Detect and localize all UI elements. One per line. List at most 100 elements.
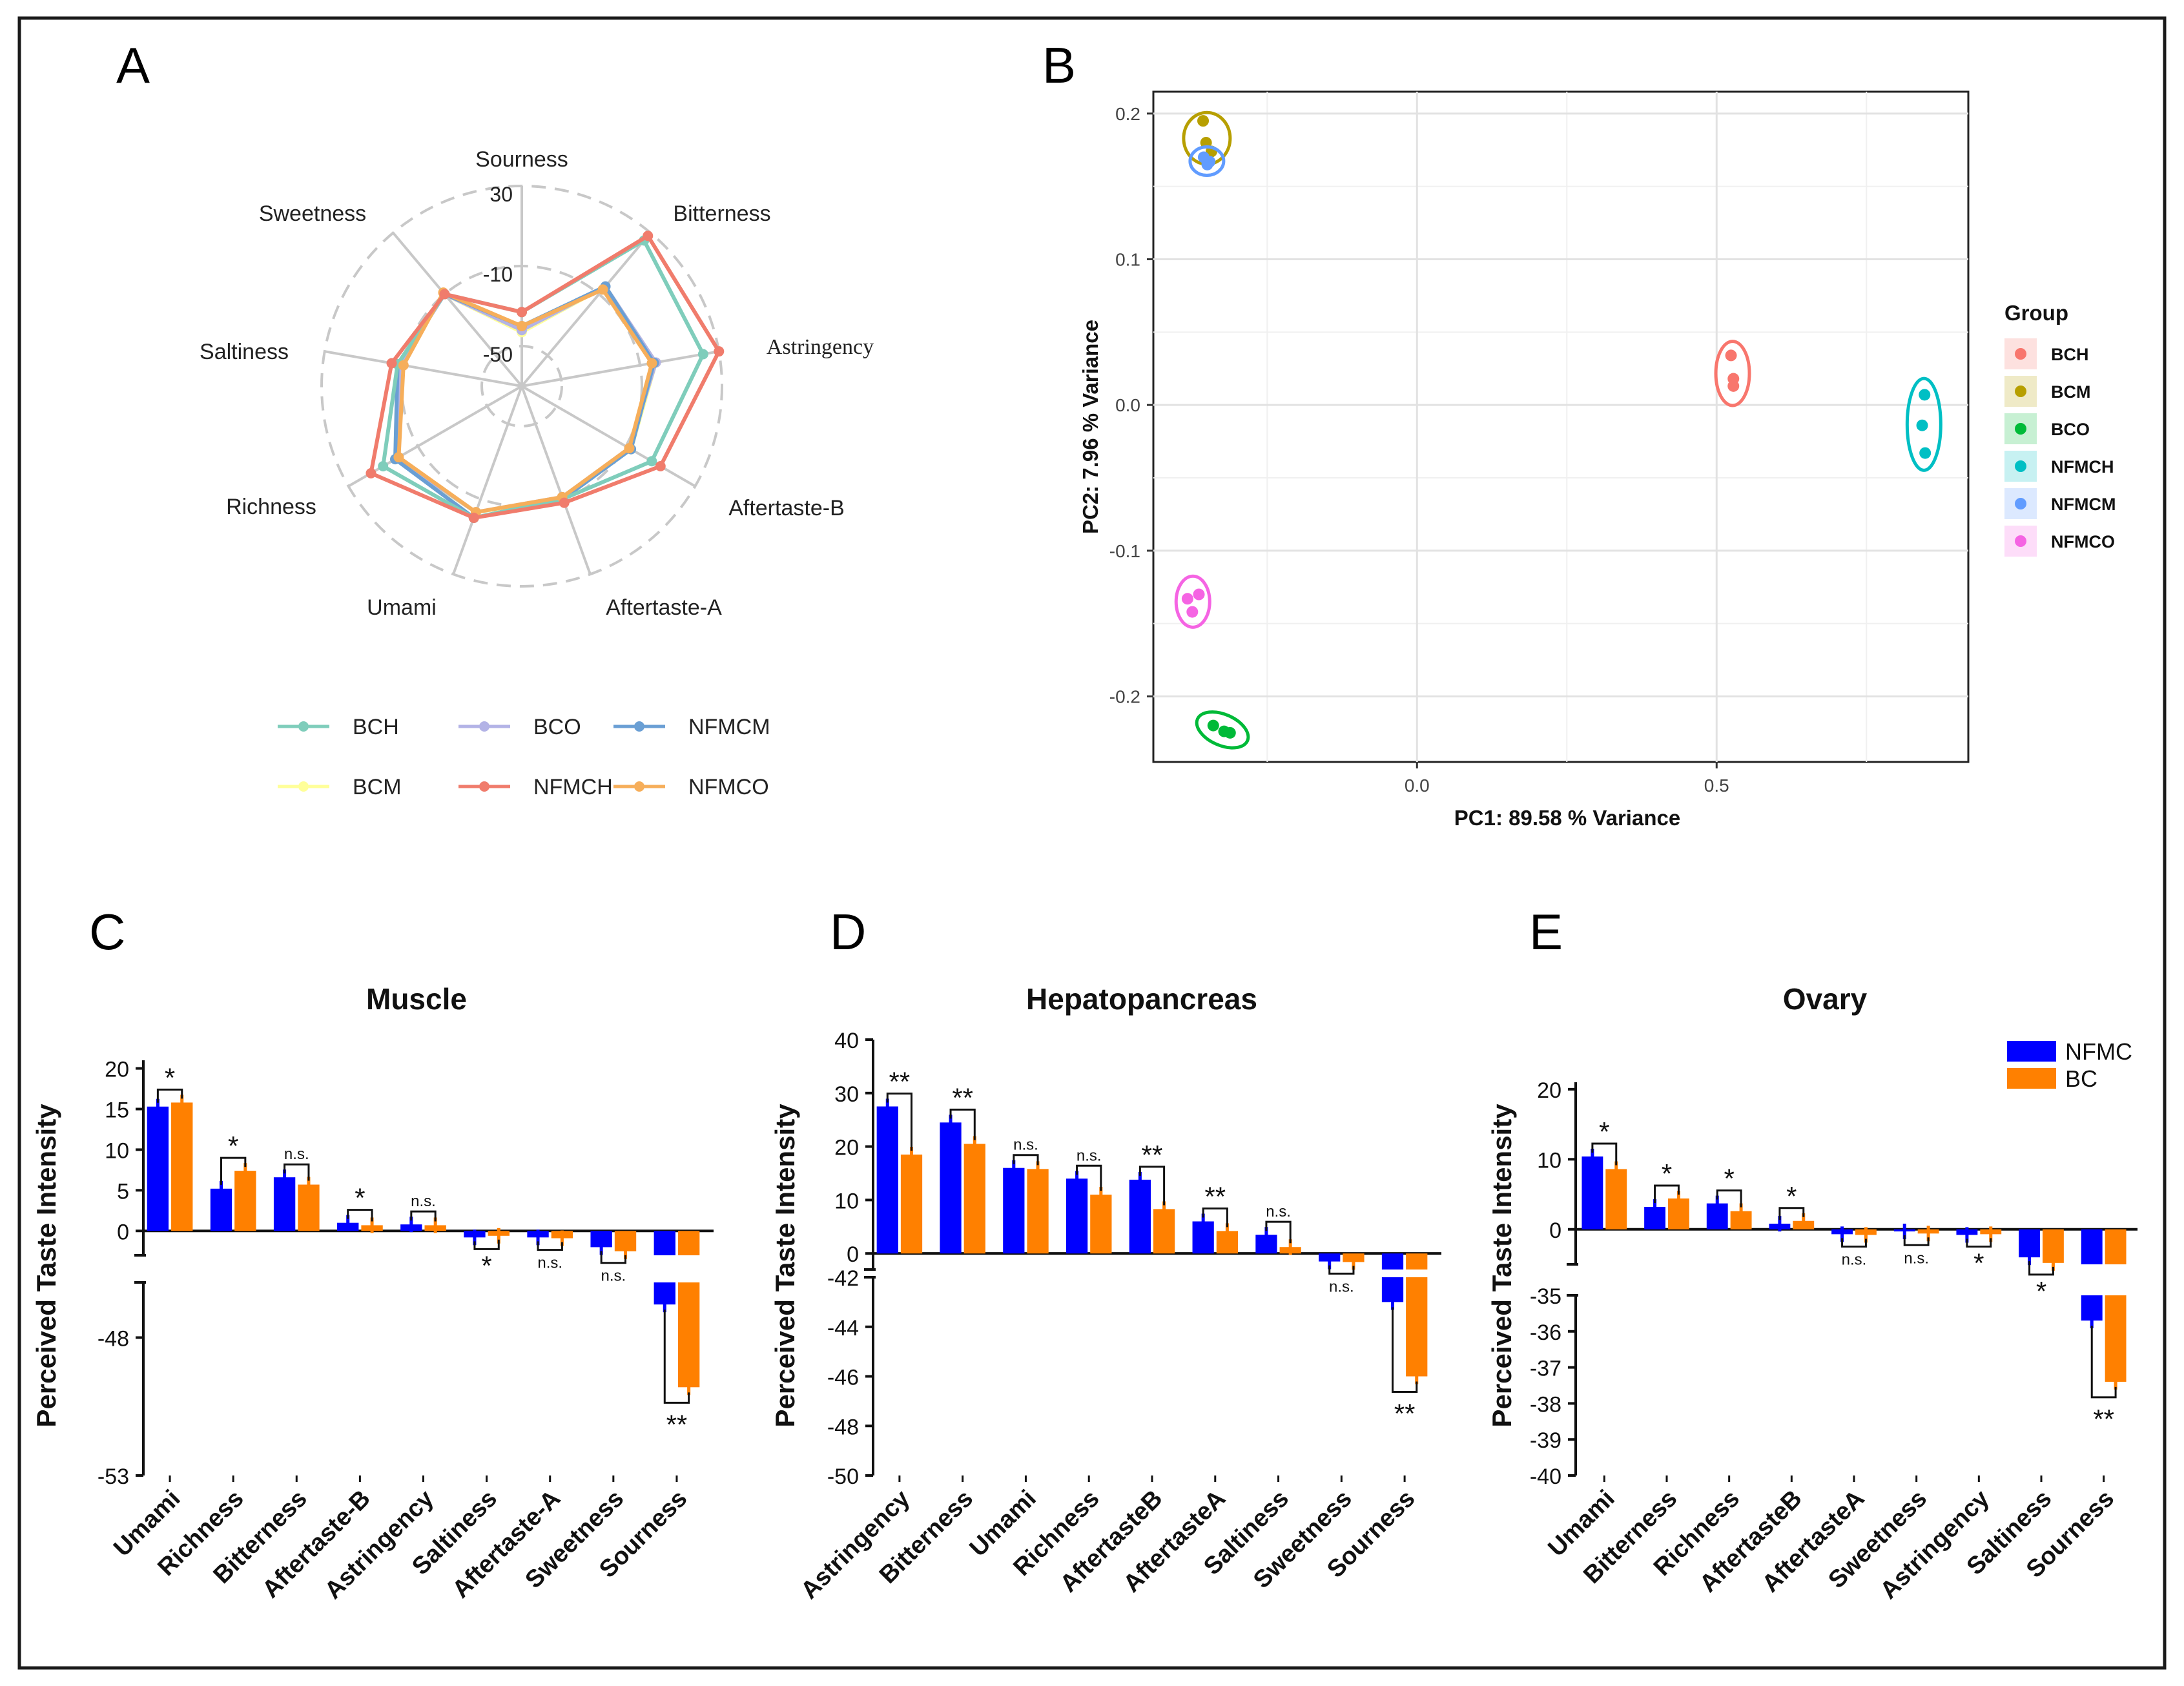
legend-swatch-nfmc [2007,1041,2056,1062]
significance-label: ** [1394,1399,1416,1429]
radar-point-nfmco [393,452,404,463]
y-tick-label: -48 [827,1415,859,1439]
pca-point-bcm [1197,115,1210,127]
radar-axis-label-richness: Richness [226,495,316,519]
pca-point-bco [1224,726,1236,739]
bar-bc-sourness-upper [677,1231,700,1255]
radar-ring-label: 30 [489,183,513,206]
panel-label-c: C [89,903,125,960]
y-tick-label: 10 [105,1138,129,1163]
legend-label-nfmcm: NFMCM [2051,495,2116,514]
significance-label: n.s. [1329,1278,1354,1295]
radar-point-nfmch [439,289,450,300]
significance-bracket [1716,1189,1742,1208]
significance-label: * [165,1062,175,1093]
significance-label: n.s. [1904,1249,1929,1267]
bar-bc-richness [1090,1195,1112,1254]
bar-nfmc-bitterness [940,1122,962,1254]
pca-plot-area [1152,90,1970,763]
radar-ring-label: -10 [483,263,513,286]
legend-marker-nfmch [479,781,489,792]
significance-label: * [1973,1248,1984,1278]
y-tick-label: 0.0 [1115,395,1140,415]
y-tick-label: -0.1 [1109,541,1140,561]
significance-label: * [2036,1276,2046,1306]
legend-marker-nfmcm [634,721,644,732]
y-tick-label: 0.2 [1115,104,1140,124]
radar-point-bch [378,461,389,471]
significance-bracket [1591,1142,1618,1166]
legend-key-bco [2015,423,2026,435]
y-tick-label: -50 [827,1465,859,1489]
significance-label: n.s. [411,1193,436,1210]
pca-ellipse-nfmcm [1188,145,1226,178]
radar-axis-label-sweetness: Sweetness [259,201,366,226]
significance-bracket [1778,1207,1805,1220]
radar-point-nfmch [643,231,654,242]
radar-spoke [520,386,592,575]
radar-point-nfmco [398,360,409,371]
y-tick-label: 0.1 [1115,250,1140,270]
legend-label-bco: BCO [533,715,581,739]
y-tick-label: -37 [1530,1357,1561,1381]
y-tick-label: 5 [117,1179,129,1204]
legend-label-nfmc: NFMC [2065,1038,2132,1065]
significance-label: n.s. [1266,1203,1291,1220]
legend-label-bco: BCO [2051,420,2090,439]
pca-point-nfmco [1181,593,1193,605]
legend-label-nfmch: NFMCH [533,775,613,799]
radar-axis-label-saltiness: Saltiness [200,340,289,364]
significance-label: * [1662,1158,1672,1189]
y-tick-label: -36 [1530,1321,1561,1345]
bar-nfmc-umami [147,1106,169,1231]
significance-bracket [220,1157,247,1185]
significance-bracket [537,1241,563,1251]
x-axis-label: PC1: 89.58 % Variance [1454,806,1680,830]
y-tick-label: 0 [117,1220,129,1244]
radar-axis-label-bitterness: Bitterness [673,201,770,226]
y-tick-label: 40 [834,1029,859,1053]
radar-spoke [392,232,523,387]
significance-label: * [228,1131,238,1161]
chart-title: Hepatopancreas [1026,982,1257,1016]
legend-label-nfmch: NFMCH [2051,457,2114,477]
y-tick-label: 20 [105,1058,129,1082]
bar-nfmc-umami [1581,1156,1603,1229]
pca-point-nfmco [1186,606,1199,618]
significance-bracket [410,1210,437,1222]
radar-spoke [324,350,522,387]
radar-axis-label-aftertaste-b: Aftertaste-B [728,496,845,520]
significance-label: * [1599,1116,1609,1147]
radar-point-nfmch [655,461,666,471]
bar-bc-sourness [677,1282,700,1388]
significance-label: n.s. [1842,1251,1867,1268]
significance-label: n.s. [1077,1147,1102,1164]
y-tick-label: -42 [827,1266,859,1291]
legend-key-nfmco [2015,535,2026,547]
radar-point-nfmch [517,307,527,318]
legend-label-nfmco: NFMCO [688,775,769,799]
radar-spoke [521,350,719,387]
significance-bracket [347,1209,373,1222]
y-tick-label: 0 [847,1242,859,1267]
radar-point-nfmch [366,468,376,478]
radar-axis-label-aftertaste-a: Aftertaste-A [606,595,722,620]
y-tick-label: 30 [834,1082,859,1107]
significance-bracket [1076,1164,1102,1191]
y-tick-label: 10 [834,1189,859,1213]
radar-axis-label-astringency: Astringency [767,335,874,359]
significance-label: ** [1142,1140,1163,1170]
legend-title: Group [2004,301,2068,325]
significance-bracket [1391,1307,1418,1393]
pca-point-nfmch [1919,389,1931,401]
legend-label-bcm: BCM [2051,382,2091,402]
bar-bc-astringency [900,1155,923,1254]
chart-title: Muscle [366,982,467,1016]
legend-label-bch: BCH [2051,345,2089,364]
pca-ellipse-nfmco [1174,574,1211,629]
radar-ring-label: -50 [483,343,513,366]
significance-bracket [2090,1326,2117,1399]
y-axis-label: PC2: 7.96 % Variance [1078,320,1102,534]
significance-bracket [886,1092,913,1151]
y-tick-label: 15 [105,1098,129,1123]
